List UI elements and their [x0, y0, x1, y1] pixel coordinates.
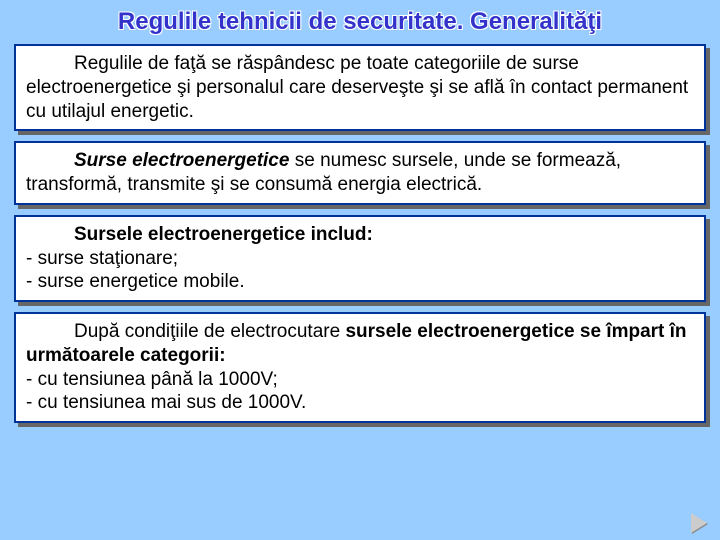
info-box-2: Surse electroenergetice se numesc sursel… [14, 141, 706, 205]
box-content: Sursele electroenergetice includ:- surse… [14, 215, 706, 302]
box-content: Regulile de faţă se răspândesc pe toate … [14, 44, 706, 131]
slide-title: Regulile tehnicii de securitate. General… [0, 0, 720, 38]
box-content: Surse electroenergetice se numesc sursel… [14, 141, 706, 205]
info-box-1: Regulile de faţă se răspândesc pe toate … [14, 44, 706, 131]
next-arrow-icon[interactable] [692, 514, 708, 534]
box-content: După condiţiile de electrocutare sursele… [14, 312, 706, 423]
info-box-4: După condiţiile de electrocutare sursele… [14, 312, 706, 423]
info-box-3: Sursele electroenergetice includ:- surse… [14, 215, 706, 302]
